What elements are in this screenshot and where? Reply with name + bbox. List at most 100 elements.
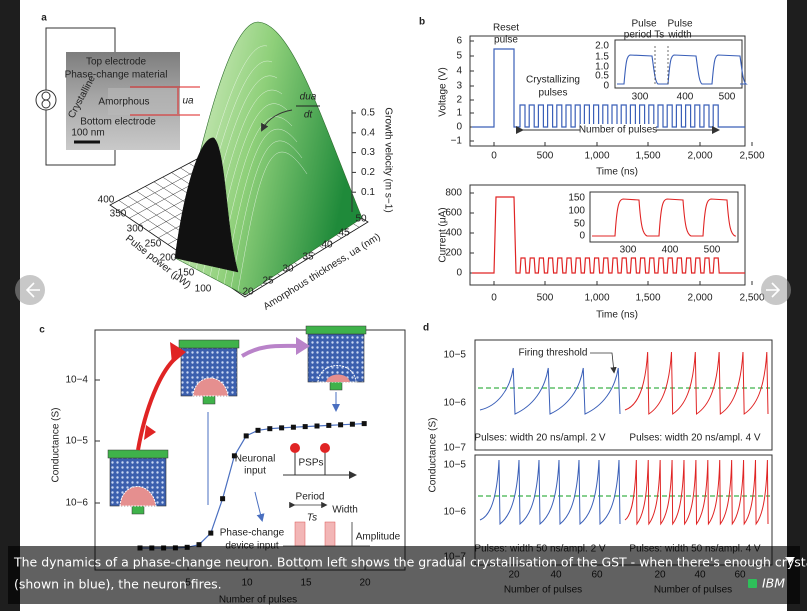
y-axis-label: Voltage (V) [438, 67, 449, 116]
x-tick-label: 2,500 [739, 151, 764, 162]
conductance-point [326, 422, 332, 428]
panel-label: b [419, 17, 425, 28]
device-cell-bottom [131, 505, 145, 515]
conductance-point [290, 424, 296, 430]
conductance-point [338, 422, 344, 428]
annotation: Pulse [667, 19, 692, 30]
scale-bar-label: 100 nm [71, 128, 104, 139]
y-tick-label: 400 [445, 228, 462, 239]
z-tick-label: 0.2 [361, 167, 375, 178]
y-tick-label: 10−6 [443, 507, 466, 518]
conductance-point [314, 423, 320, 429]
device-cell-top [305, 325, 367, 335]
growth-arrow [240, 343, 301, 358]
conductance-point [255, 427, 261, 433]
crystal-region [317, 365, 357, 383]
psp-marker [320, 443, 330, 453]
x-tick-label: 20 [242, 287, 254, 298]
y-axis-label: Conductance (S) [51, 407, 62, 482]
arrow-head [170, 342, 186, 364]
annotation: input [244, 466, 266, 477]
caption-toggle[interactable] [785, 557, 795, 563]
inset-x-tick-label: 500 [704, 245, 721, 256]
x-tick-label: 1,500 [635, 293, 660, 304]
y-tick-label: 250 [145, 239, 162, 250]
pointer-arrow [261, 109, 293, 132]
thickness-marker [130, 86, 200, 116]
inset-y-tick-label: 0 [579, 231, 585, 242]
thickness-label: ua [182, 96, 194, 107]
inset-y-tick-label: 2.0 [595, 41, 609, 52]
annotation: period Ts [624, 30, 664, 41]
y-tick-label: 10−6 [443, 398, 466, 409]
x-tick-label: 500 [537, 151, 554, 162]
caption-text: The dynamics of a phase-change neuron. B… [13, 555, 807, 570]
inset-x-tick-label: 500 [719, 92, 736, 103]
inset-y-tick-label: 0.5 [595, 71, 609, 82]
conductance-point [349, 421, 355, 427]
y-tick-label: 5 [456, 51, 462, 62]
x-tick-label: 25 [262, 276, 274, 287]
conductance-point [231, 453, 237, 459]
plot-frame [474, 339, 773, 451]
x-axis-label: Time (ns) [596, 167, 638, 178]
y-axis-label: Current (μA) [438, 207, 449, 262]
nav-arrow [25, 282, 40, 298]
arrow-head [296, 337, 310, 355]
inset-x-tick-label: 400 [677, 92, 694, 103]
current-trace [472, 196, 745, 274]
pulse [324, 521, 336, 547]
y-tick-label: 600 [445, 208, 462, 219]
x-tick-label: 35 [302, 252, 314, 263]
conductance-point [361, 421, 367, 427]
y-tick-label: 10−7 [443, 443, 466, 454]
annotation: Reset [493, 23, 519, 34]
inset-y-tick-label: 100 [568, 206, 585, 217]
y-tick-label: 300 [127, 224, 144, 235]
inset-x-tick-label: 400 [662, 245, 679, 256]
amorphous-region [108, 88, 180, 115]
plot-frame [589, 191, 739, 243]
device-cell-top [107, 449, 169, 459]
x-axis-label: Time (ns) [596, 310, 638, 321]
annotation: width [667, 30, 691, 41]
x-tick-label: 2,500 [739, 293, 764, 304]
annotation: Amplitude [356, 532, 401, 543]
inset-x-tick-label: 300 [620, 245, 637, 256]
inset-y-tick-label: 1.5 [595, 52, 609, 63]
conductance-point [302, 424, 308, 430]
annotation: Neuronal [235, 454, 276, 465]
spike-trace [479, 459, 621, 526]
surface-mesh [223, 128, 298, 284]
device-cell-bottom [202, 395, 216, 405]
y-tick-label: 350 [110, 209, 127, 220]
threshold-arrow [590, 352, 617, 374]
credit: IBM [762, 576, 785, 591]
credit-icon [748, 579, 757, 588]
x-tick-label: 0 [491, 293, 497, 304]
annotation: Width [332, 505, 358, 516]
annotation: Phase-change [220, 528, 285, 539]
cell-arrow [207, 392, 336, 505]
x-tick-label: 2,000 [687, 151, 712, 162]
x-tick-label: 45 [338, 228, 350, 239]
caption-overlay [8, 546, 800, 604]
label-bg [580, 124, 656, 136]
y-tick-label: 10−5 [443, 460, 466, 471]
z-axis-label: Growth velocity (m s−1) [382, 107, 393, 212]
y-tick-label: 10−5 [443, 350, 466, 361]
psp-stem [294, 450, 326, 475]
y-tick-label: 10−4 [65, 375, 88, 386]
y-axis-label: Conductance (S) [428, 417, 439, 492]
panel-label: a [41, 13, 47, 24]
device-cell-top [178, 339, 240, 349]
y-tick-label: −1 [451, 136, 463, 147]
figure: a Top electrode Phase-change material Cryst… [8, 13, 807, 606]
inset-current-trace [592, 198, 736, 237]
conductance-point [279, 425, 285, 431]
surface-shadow [174, 137, 239, 273]
conductance-point [243, 433, 249, 439]
crystal-region [192, 377, 229, 397]
derivative-label: dua [300, 92, 317, 103]
